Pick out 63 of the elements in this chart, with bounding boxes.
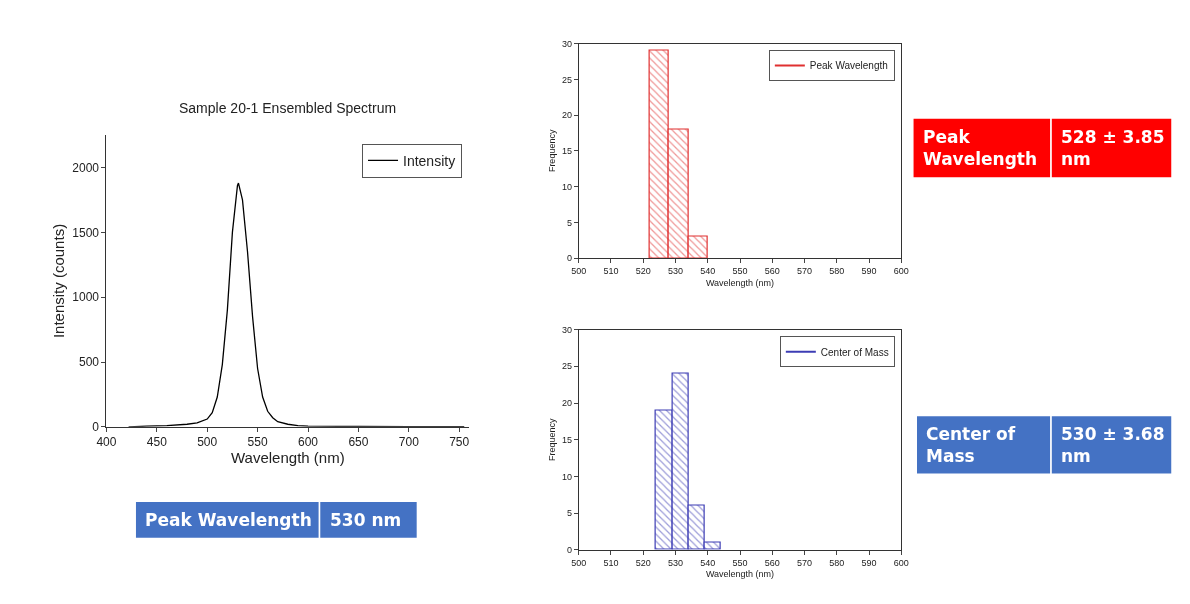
x-tick-label: 750 [449, 435, 470, 450]
x-tick-label: 540 [700, 265, 716, 276]
y-tick-label: 5 [566, 217, 572, 228]
x-tick-label: 580 [829, 265, 845, 276]
text: Peak Wavelength [923, 127, 1038, 170]
text: Center of Mass [820, 346, 889, 358]
x-tick-label: 450 [146, 435, 168, 450]
y-tick-label: 10 [561, 181, 572, 192]
x-tick-label: 510 [603, 265, 619, 276]
x-tick-label: 650 [348, 435, 369, 450]
y-tick-label: 500 [78, 355, 100, 370]
x-tick-label: 600 [893, 265, 909, 276]
x-tick-label: 580 [829, 557, 845, 568]
y-tick-label: 10 [561, 471, 572, 482]
x-tick-label: 700 [398, 435, 420, 450]
text: Center of Mass [926, 424, 1016, 467]
y-tick-label: 5 [566, 508, 572, 519]
y-tick-label: 20 [561, 398, 572, 409]
y-tick-label: 2000 [72, 160, 100, 175]
y-tick-label: 15 [561, 434, 572, 445]
x-tick-label: 530 [667, 557, 684, 568]
x-tick-label: 560 [764, 557, 780, 568]
x-tick-label: 570 [796, 557, 813, 568]
y-tick-label: 1000 [72, 290, 100, 305]
y-axis-title: Frequency [547, 129, 558, 173]
x-tick-label: 520 [635, 265, 651, 276]
text: 530 nm [330, 510, 402, 530]
y-tick-label: 0 [566, 253, 572, 264]
x-tick-label: 500 [197, 435, 218, 450]
x-tick-label: 590 [861, 557, 877, 568]
text: Peak Wavelength [145, 510, 312, 530]
y-tick-label: 15 [561, 146, 572, 156]
y-tick-label: 20 [561, 110, 572, 121]
y-tick-label: 25 [561, 361, 572, 372]
x-tick-label: 550 [247, 435, 268, 450]
y-tick-label: 30 [561, 324, 572, 335]
legend-label: Intensity [403, 152, 456, 169]
y-axis-title: Intensity (counts) [49, 223, 67, 339]
x-tick-label: 540 [700, 557, 716, 568]
x-tick-label: 550 [732, 265, 748, 276]
x-tick-label: 570 [796, 265, 813, 276]
text: 530 ± 3.68 nm [1061, 424, 1165, 467]
y-tick-label: 0 [92, 420, 100, 435]
y-tick-label: 0 [566, 544, 572, 555]
x-tick-label: 400 [96, 435, 117, 450]
text: 528 ± 3.85 nm [1061, 127, 1165, 170]
x-tick-label: 600 [893, 557, 909, 568]
x-axis-title: Wavelength (nm) [705, 569, 775, 580]
x-tick-label: 520 [635, 557, 651, 568]
x-tick-label: 510 [603, 557, 619, 568]
x-axis-title: Wavelength (nm) [231, 449, 345, 467]
x-tick-label: 560 [764, 265, 780, 276]
y-tick-label: 25 [561, 74, 572, 85]
x-tick-label: 530 [667, 265, 684, 276]
x-tick-label: 600 [297, 435, 319, 450]
chart-title: Sample 20-1 Ensembled Spectrum [179, 100, 397, 116]
x-axis-title: Wavelength (nm) [705, 277, 775, 288]
text: Peak Wavelength [809, 60, 888, 72]
x-tick-label: 590 [861, 265, 877, 276]
y-axis-title: Frequency [547, 417, 558, 461]
x-tick-label: 550 [732, 557, 748, 568]
y-tick-label: 1500 [72, 225, 100, 240]
y-tick-label: 30 [561, 38, 572, 49]
